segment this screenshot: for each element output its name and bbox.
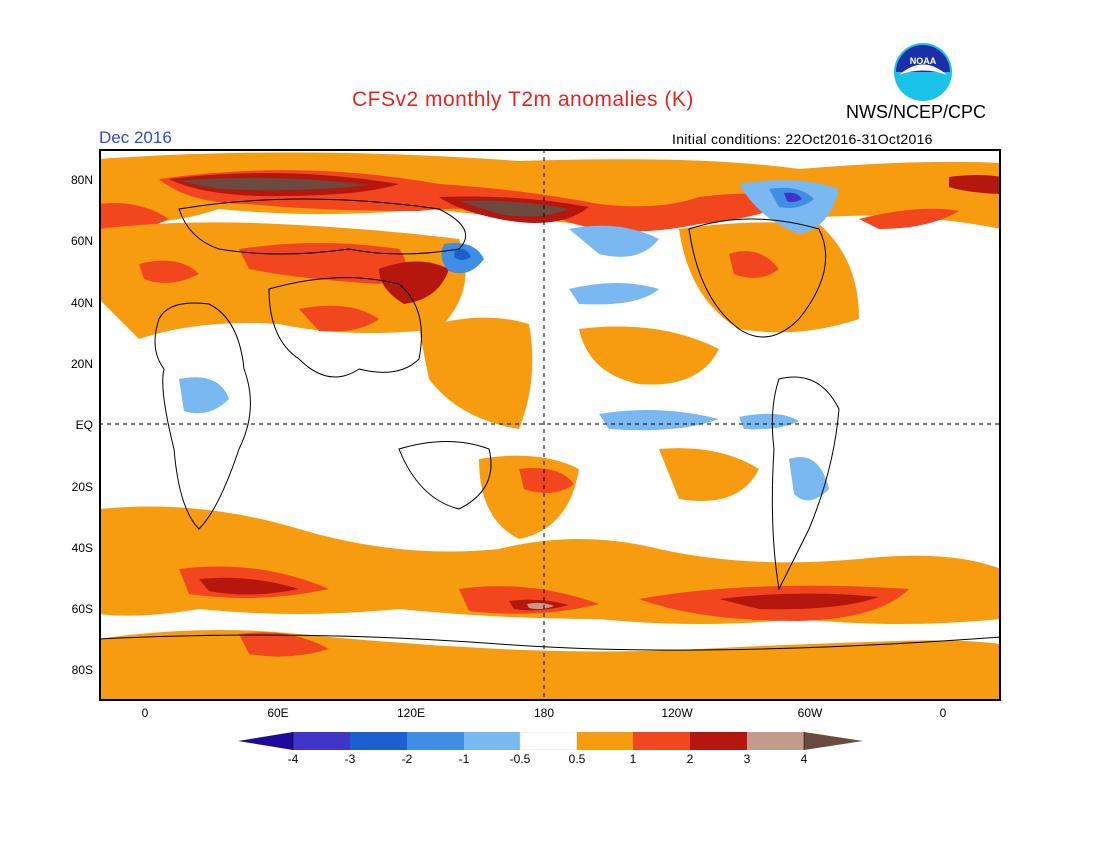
- lon-label-60e: 60E: [267, 706, 289, 720]
- colorbar-segment-gt-4: [804, 732, 863, 750]
- lat-label-60n: 60N: [70, 234, 93, 248]
- lat-label-80s: 80S: [71, 663, 93, 677]
- colorbar-segment: [633, 732, 690, 750]
- colorbar-label: 1: [629, 752, 637, 766]
- map-title: CFSv2 monthly T2m anomalies (K): [352, 88, 694, 111]
- lon-label-0: 0: [141, 706, 149, 720]
- colorbar-label: 2: [686, 752, 694, 766]
- colorbar-segment: [407, 732, 464, 750]
- colorbar-label: -4: [287, 752, 299, 766]
- colorbar-label: 3: [743, 752, 751, 766]
- lon-label-60w: 60W: [797, 706, 823, 720]
- lat-label-eq: EQ: [75, 418, 93, 432]
- colorbar-segment: [690, 732, 747, 750]
- colorbar-segment: [577, 732, 633, 750]
- colorbar-segment: [293, 732, 350, 750]
- colorbar: [238, 732, 863, 750]
- lat-label-20n: 20N: [70, 357, 93, 371]
- colorbar-segment: [350, 732, 407, 750]
- anomaly-fields: [99, 152, 1001, 701]
- lon-label-0-east: 0: [939, 706, 947, 720]
- colorbar-segment: [464, 732, 520, 750]
- lon-label-180: 180: [533, 706, 555, 720]
- colorbar-label: 4: [800, 752, 808, 766]
- logo-text: NOAA: [910, 56, 937, 66]
- initial-conditions: Initial conditions: 22Oct2016-31Oct2016: [672, 131, 933, 147]
- anomaly-map: [99, 149, 1001, 701]
- lat-label-20s: 20S: [71, 480, 93, 494]
- reference-lines: [99, 149, 1001, 701]
- colorbar-label: -3: [344, 752, 356, 766]
- lat-label-40s: 40S: [71, 541, 93, 555]
- colorbar-segment: [747, 732, 804, 750]
- colorbar-label: -0.5: [509, 752, 531, 766]
- lat-label-80n: 80N: [70, 173, 93, 187]
- agency-label: NWS/NCEP/CPC: [846, 102, 987, 122]
- coastlines: [99, 198, 1001, 651]
- colorbar-label: 0.5: [568, 752, 586, 766]
- lat-label-60s: 60S: [71, 602, 93, 616]
- lat-label-40n: 40N: [70, 296, 93, 310]
- colorbar-segment-lt-4: [238, 732, 293, 750]
- colorbar-segment: [519, 732, 578, 750]
- forecast-period: Dec 2016: [99, 128, 172, 147]
- noaa-logo: NOAA: [894, 43, 952, 101]
- lon-label-120w: 120W: [661, 706, 693, 720]
- lon-label-120e: 120E: [396, 706, 426, 720]
- colorbar-label: -2: [401, 752, 413, 766]
- colorbar-label: -1: [458, 752, 470, 766]
